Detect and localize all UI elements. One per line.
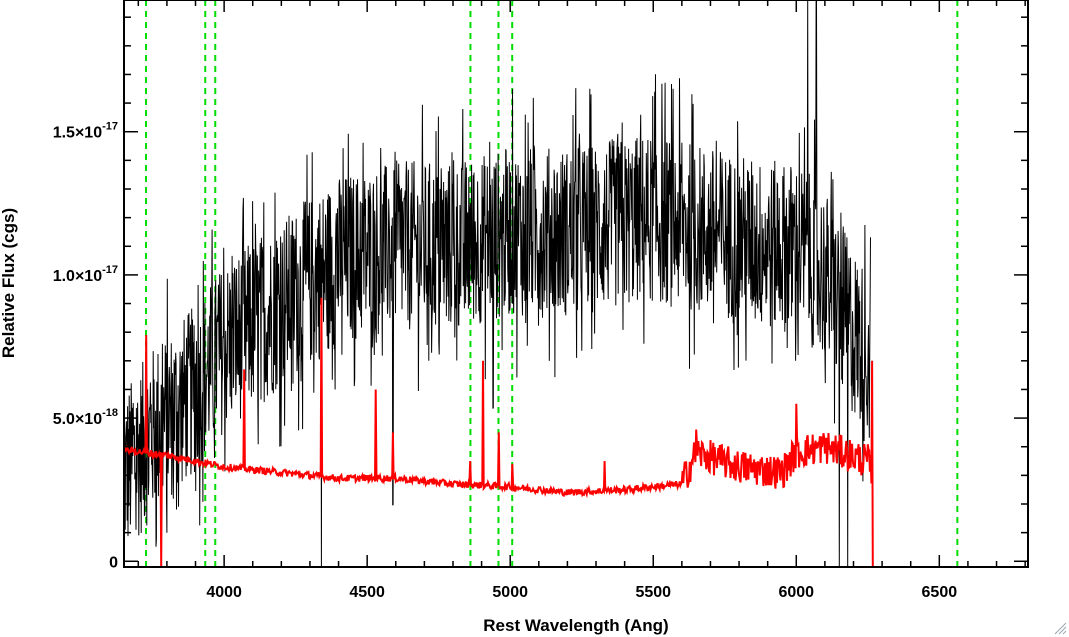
plot-frame bbox=[123, 0, 1029, 568]
x-tick-label: 4500 bbox=[349, 584, 385, 601]
x-tick-label: 6000 bbox=[778, 584, 814, 601]
x-axis-title: Rest Wavelength (Ang) bbox=[483, 616, 668, 635]
x-tick-label: 6500 bbox=[922, 584, 958, 601]
y-tick-label: 1.5×10-17 bbox=[53, 121, 118, 142]
x-tick-label: 5500 bbox=[635, 584, 671, 601]
axes-frame bbox=[123, 0, 1029, 568]
y-tick-label: 5.0×10-18 bbox=[53, 407, 118, 428]
y-tick-label: 1.0×10-17 bbox=[53, 264, 118, 285]
y-axis-title: Relative Flux (cgs) bbox=[0, 208, 18, 358]
resize-grip-icon[interactable] bbox=[1053, 621, 1067, 635]
x-tick-label: 4000 bbox=[206, 584, 242, 601]
observed-spectrum-line bbox=[123, 0, 871, 568]
x-tick-label: 5000 bbox=[492, 584, 528, 601]
axis-ticks bbox=[124, 0, 1028, 567]
tick-labels: 4000 4500 5000 5500 6000 6500 0 5.0×10-18 1.0×10… bbox=[53, 121, 958, 601]
y-tick-label: 0 bbox=[109, 554, 118, 571]
